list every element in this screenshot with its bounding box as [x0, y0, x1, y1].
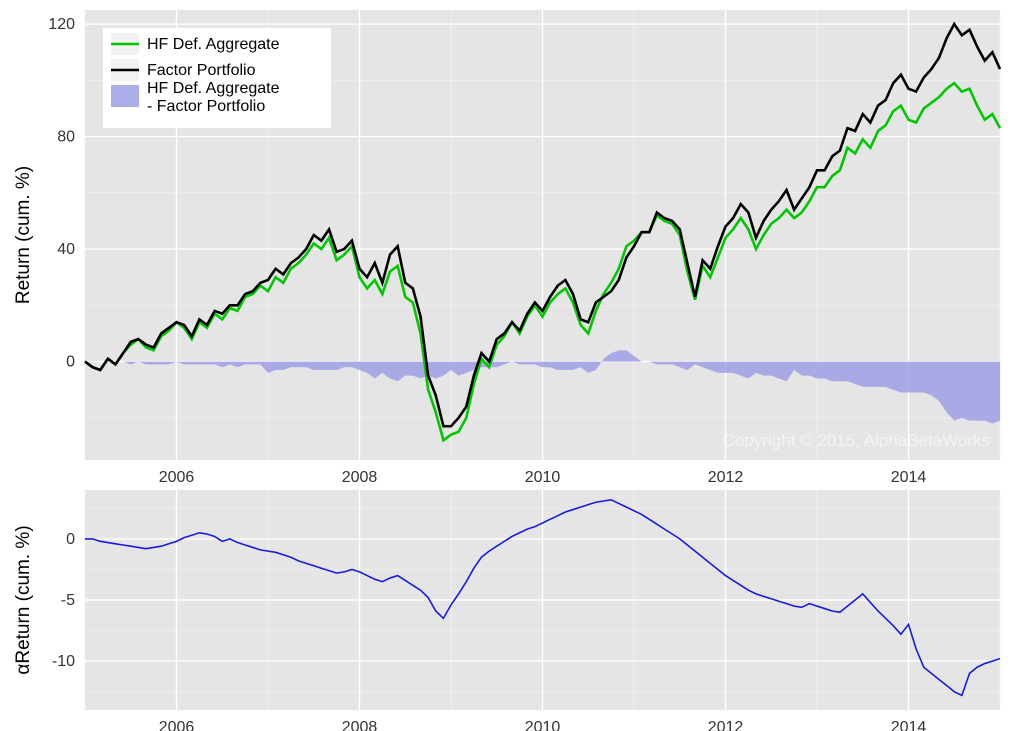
legend-label: HF Def. Aggregate	[147, 36, 280, 53]
y-tick-label: 0	[66, 531, 75, 548]
y-axis-label: αReturn (cum. %)	[13, 525, 34, 674]
legend: HF Def. AggregateFactor PortfolioHF Def.…	[103, 28, 331, 128]
x-tick-label: 2006	[159, 719, 195, 731]
y-tick-label: -10	[52, 653, 75, 670]
y-tick-label: 0	[66, 354, 75, 371]
x-tick-label: 2014	[891, 719, 927, 731]
x-tick-label: 2006	[159, 469, 195, 486]
x-tick-label: 2008	[342, 719, 378, 731]
legend-label: - Factor Portfolio	[147, 98, 265, 115]
y-tick-label: 80	[57, 129, 75, 146]
legend-area-icon	[111, 85, 139, 107]
bottom-chart-panel: -10 -5 0 2006 2008 2010 2012 2014 αReturn (cum. …	[13, 490, 1000, 731]
y-tick-label: 40	[57, 241, 75, 258]
x-tick-label: 2008	[342, 469, 378, 486]
x-tick-label: 2014	[891, 469, 927, 486]
watermark-text: Copyright © 2015, AlphaBetaWorks	[723, 431, 990, 450]
x-tick-label: 2010	[525, 469, 561, 486]
legend-label: HF Def. Aggregate	[147, 80, 280, 97]
x-tick-label: 2012	[708, 719, 744, 731]
y-tick-label: 120	[48, 16, 75, 33]
y-tick-label: -5	[61, 592, 75, 609]
top-chart-panel: 0 40 80 120 2006 2008 2010 2012 2014 Return (cum.…	[13, 10, 1000, 486]
legend-label: Factor Portfolio	[147, 62, 256, 79]
x-tick-label: 2010	[525, 719, 561, 731]
y-axis-label: Return (cum. %)	[13, 166, 34, 304]
x-tick-label: 2012	[708, 469, 744, 486]
chart-figure: 0 40 80 120 2006 2008 2010 2012 2014 Return (cum.…	[0, 0, 1024, 731]
